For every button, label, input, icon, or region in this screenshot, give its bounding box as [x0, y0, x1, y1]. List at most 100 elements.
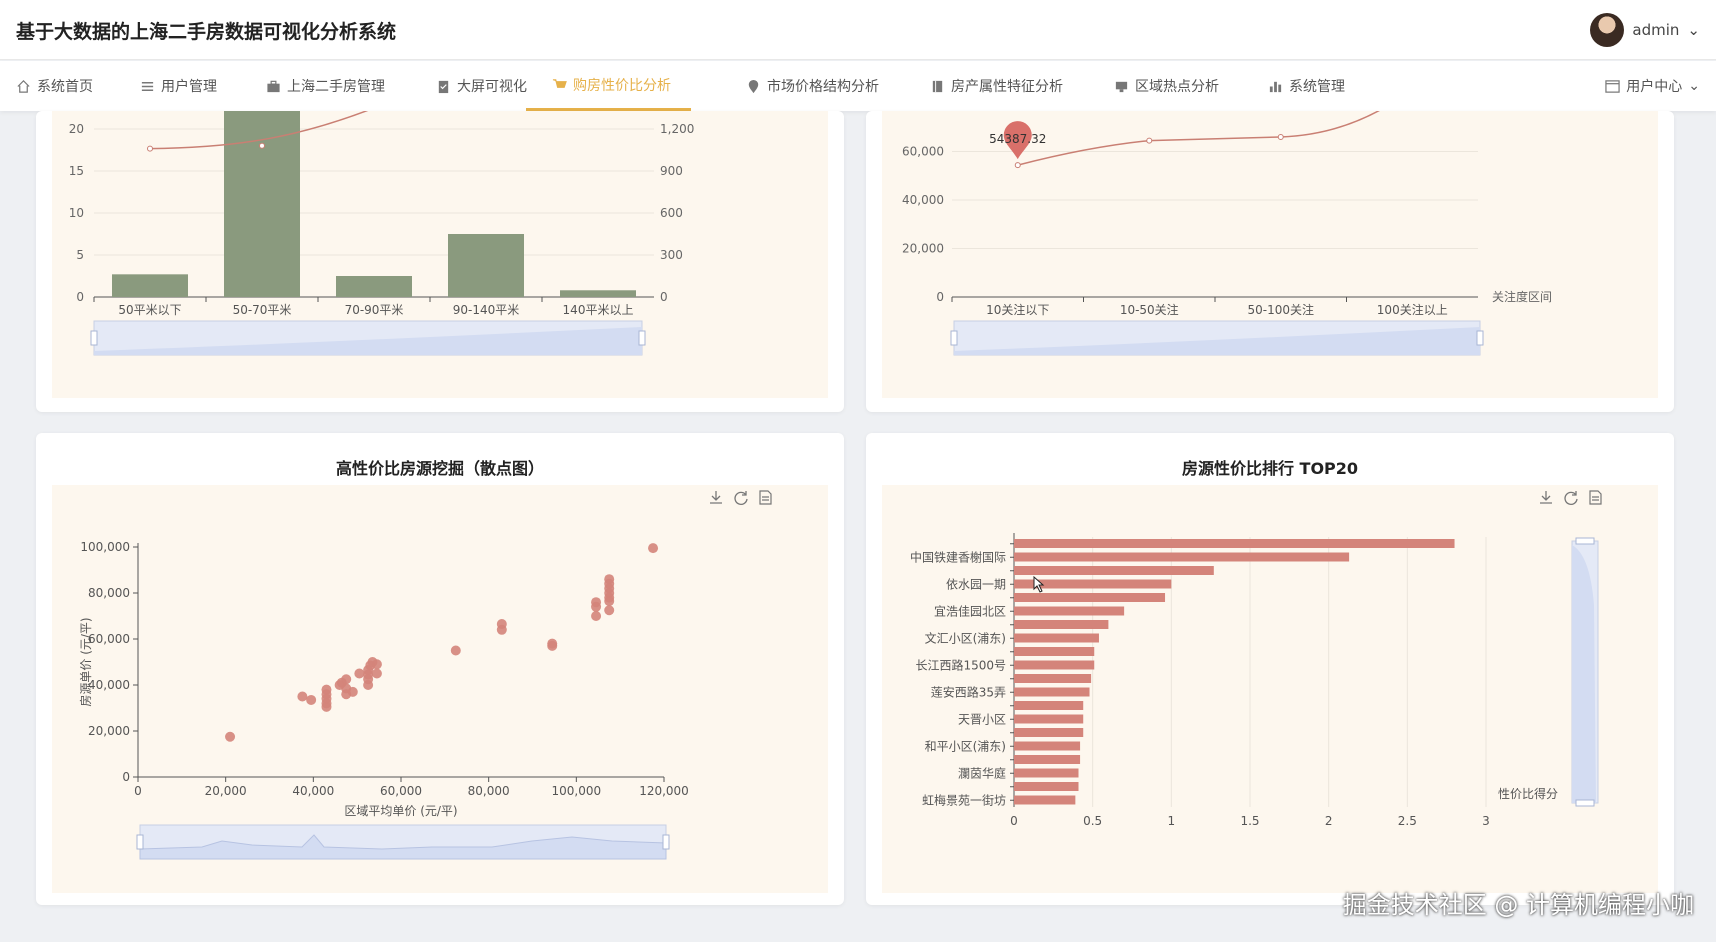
- data-view-icon[interactable]: [759, 490, 772, 505]
- hbar: [1014, 795, 1076, 805]
- scatter-point: [591, 601, 602, 612]
- scatter-point: [347, 686, 358, 697]
- x-axis-label: 区域平均单价 (元/平): [344, 804, 457, 818]
- scatter-point: [450, 645, 461, 656]
- nav-item-6[interactable]: 房产属性特征分析: [930, 61, 1063, 111]
- nav-item-2[interactable]: 上海二手房管理: [266, 61, 385, 111]
- user-center-menu[interactable]: 用户中心 ⌄: [1605, 61, 1700, 111]
- list-icon: [141, 81, 154, 91]
- nav-item-label: 市场价格结构分析: [767, 79, 879, 95]
- ranking-chart-area: 0 0.5 1 1.5 2 2.5 3 性价比得分 中国铁建香榭国际 依水园一期 宜浩佳园北区 文汇小…: [882, 485, 1658, 893]
- attention-line-chart: 0 20,000 40,000 60,000 10关注以下 10-50关注 50-100关注…: [902, 102, 1552, 356]
- nav-item-5[interactable]: 市场价格结构分析: [746, 61, 879, 111]
- nav-item-label: 系统首页: [37, 79, 93, 95]
- x-tick-label: 10关注以下: [986, 302, 1049, 317]
- scatter-point: [547, 640, 558, 651]
- nav-item-7[interactable]: 区域热点分析: [1114, 61, 1219, 111]
- ranking-chart-title: 房源性价比排行 TOP20: [1181, 459, 1359, 478]
- datazoom-handle-right: [662, 834, 670, 850]
- hbar: [1014, 606, 1125, 616]
- datazoom-slider[interactable]: [950, 320, 1484, 356]
- download-icon[interactable]: [1540, 491, 1552, 504]
- chevron-down-icon: ⌄: [1687, 21, 1700, 39]
- datazoom-slider[interactable]: [136, 824, 670, 860]
- line-point: [1014, 162, 1021, 169]
- hbar: [1014, 714, 1084, 724]
- y-tick-label: 20,000: [88, 724, 130, 738]
- hbar: [1014, 755, 1081, 764]
- data-view-icon[interactable]: [1589, 490, 1602, 505]
- scatter-point: [297, 691, 308, 702]
- hbar: [1014, 768, 1079, 778]
- x-tick-label: 50-100关注: [1247, 302, 1314, 317]
- x-tick-label: 90-140平米: [453, 303, 520, 317]
- y-tick-label: 中国铁建香榭国际: [910, 549, 1006, 564]
- hbar: [1014, 620, 1109, 629]
- line-point: [147, 145, 153, 152]
- datazoom-slider-vertical[interactable]: [1571, 537, 1599, 807]
- hbar: [1014, 728, 1084, 737]
- hbar: [1014, 579, 1172, 589]
- user-menu[interactable]: admin ⌄: [1590, 13, 1700, 47]
- y-tick-label: 和平小区(浦东): [925, 739, 1006, 753]
- refresh-icon[interactable]: [1564, 491, 1578, 505]
- bar: [560, 290, 636, 297]
- cart-icon: [552, 79, 567, 88]
- book-icon: [932, 80, 943, 92]
- x-tick-label: 40,000: [292, 784, 334, 798]
- x-tick-label: 120,000: [639, 784, 689, 798]
- chart-toolbox: [710, 490, 772, 505]
- chevron-down-icon: ⌄: [1688, 78, 1700, 94]
- username: admin: [1632, 21, 1680, 39]
- ranking-chart-card: 房源性价比排行 TOP20 0 0.5 1 1.5 2 2.5 3 性价比得分 中国铁建香榭国际…: [866, 433, 1674, 905]
- series-line: [1017, 102, 1393, 166]
- avatar[interactable]: [1590, 13, 1625, 47]
- nav-item-label: 区域热点分析: [1135, 79, 1219, 95]
- scatter-point: [648, 543, 659, 554]
- y2-tick-label: 900: [660, 164, 683, 178]
- nav-item-label: 系统管理: [1289, 79, 1345, 95]
- x-tick-label: 100,000: [552, 784, 602, 798]
- nav-item-label: 用户管理: [161, 79, 217, 95]
- home-icon: [17, 79, 30, 93]
- bar-chart-icon: [1269, 81, 1282, 92]
- hbar: [1014, 566, 1214, 575]
- datazoom-slider[interactable]: [90, 320, 646, 356]
- x-tick-label: 70-90平米: [345, 303, 404, 317]
- y-tick-label: 天晋小区: [958, 712, 1006, 726]
- monitor-icon: [1115, 81, 1128, 92]
- nav-item-1[interactable]: 用户管理: [140, 61, 217, 111]
- y-tick-label: 长江西路1500号: [915, 657, 1006, 672]
- x-axis-label: 性价比得分: [1498, 786, 1558, 801]
- x-tick-label: 50平米以下: [118, 303, 181, 317]
- nav-item-3[interactable]: 大屏可视化: [436, 61, 527, 111]
- datazoom-handle-bottom: [1575, 799, 1595, 807]
- pin-icon: [748, 79, 759, 93]
- x-tick-label: 0.5: [1083, 814, 1102, 828]
- scatter-chart: 0 20,000 40,000 60,000 80,000 100,000 0 20,000 4…: [78, 490, 772, 860]
- scatter-point: [604, 605, 615, 616]
- y-tick-label: 15: [69, 164, 84, 178]
- download-icon-path: [1540, 491, 1552, 504]
- nav-item-0[interactable]: 系统首页: [16, 61, 93, 111]
- y2-tick-label: 600: [660, 206, 683, 220]
- x-tick-label: 1.5: [1240, 814, 1259, 828]
- window-icon: [1605, 79, 1620, 93]
- y-tick-label: 瀾茵华庭: [958, 765, 1006, 780]
- download-icon[interactable]: [710, 491, 722, 504]
- area-bar-line-chart: 0 5 10 15 20 0 300 600 900 1,200 50平米以下 50-70平米 70-9…: [69, 56, 694, 356]
- area-chart-area: 0 5 10 15 20 0 300 600 900 1,200 50平米以下 50-70平米 70-9…: [52, 56, 828, 398]
- bar: [224, 106, 300, 297]
- x-tick-label: 1: [1168, 814, 1176, 828]
- nav-item-4[interactable]: 购房性价比分析: [526, 61, 691, 111]
- x-tick-label: 0: [1010, 814, 1018, 828]
- datazoom-handle-top: [1575, 537, 1595, 545]
- bar: [448, 234, 524, 297]
- y-tick-label: 80,000: [88, 586, 130, 600]
- x-tick-label: 2: [1325, 814, 1333, 828]
- refresh-icon[interactable]: [734, 491, 748, 505]
- x-tick-label: 2.5: [1398, 814, 1417, 828]
- attention-chart-card: 0 20,000 40,000 60,000 10关注以下 10-50关注 50-100关注…: [866, 102, 1674, 412]
- datazoom-handle-right: [1476, 330, 1484, 346]
- nav-item-8[interactable]: 系统管理: [1268, 61, 1345, 111]
